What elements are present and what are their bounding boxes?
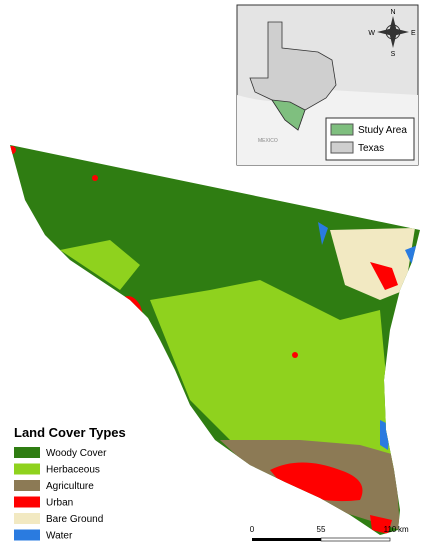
legend-label: Bare Ground	[46, 514, 103, 525]
legend-label: Agriculture	[46, 481, 94, 492]
urban-area	[370, 515, 392, 534]
inset-legend-swatch	[330, 141, 354, 154]
scale-unit: km	[398, 525, 409, 534]
legend-title: Land Cover Types	[14, 425, 126, 440]
urban-area	[370, 262, 398, 290]
study-area-shape	[271, 99, 306, 131]
legend-label: Herbaceous	[46, 465, 100, 476]
compass-ring	[385, 24, 401, 40]
compass-s: S	[391, 51, 396, 58]
water-area	[405, 245, 418, 265]
legend-swatch	[14, 447, 40, 458]
country-label: MEXICO	[258, 138, 278, 144]
urban-area	[10, 146, 16, 154]
legend-label: Water	[46, 531, 73, 542]
compass-w: W	[368, 30, 375, 37]
urban-area	[292, 352, 298, 358]
urban-area	[92, 175, 98, 181]
scale-tick-label: 110	[384, 525, 397, 534]
inset-legend-swatch	[330, 123, 354, 136]
legend-swatch	[14, 480, 40, 491]
compass-e: E	[411, 30, 416, 37]
scale-tick-label: 0	[250, 525, 255, 534]
legend-swatch	[14, 496, 40, 508]
herbaceous-area	[150, 280, 395, 470]
water-area	[318, 222, 328, 245]
scale-bar-left	[252, 538, 321, 541]
scale-tick-label: 55	[317, 525, 326, 534]
scale-bar: 0 55 110 km	[250, 525, 409, 542]
inset-map: MEXICO N S W E Study Area Texas	[236, 4, 419, 166]
legend-swatch	[14, 463, 40, 475]
inset-legend-label: Texas	[358, 143, 384, 154]
legend-swatch	[14, 513, 40, 524]
inset-legend-label: Study Area	[358, 125, 407, 136]
legend-swatch	[14, 529, 40, 541]
legend: Woody Cover Herbaceous Agriculture Urban Bar…	[14, 447, 107, 542]
herbaceous-area	[60, 240, 140, 290]
compass: N S W E	[368, 9, 416, 58]
urban-area	[205, 455, 225, 478]
scale-bar-right	[320, 537, 391, 542]
legend-label: Woody Cover	[46, 448, 107, 459]
compass-rose	[377, 16, 409, 48]
compass-n: N	[390, 9, 395, 16]
inset-legend: Study Area Texas	[330, 123, 407, 154]
legend-label: Urban	[46, 498, 73, 509]
